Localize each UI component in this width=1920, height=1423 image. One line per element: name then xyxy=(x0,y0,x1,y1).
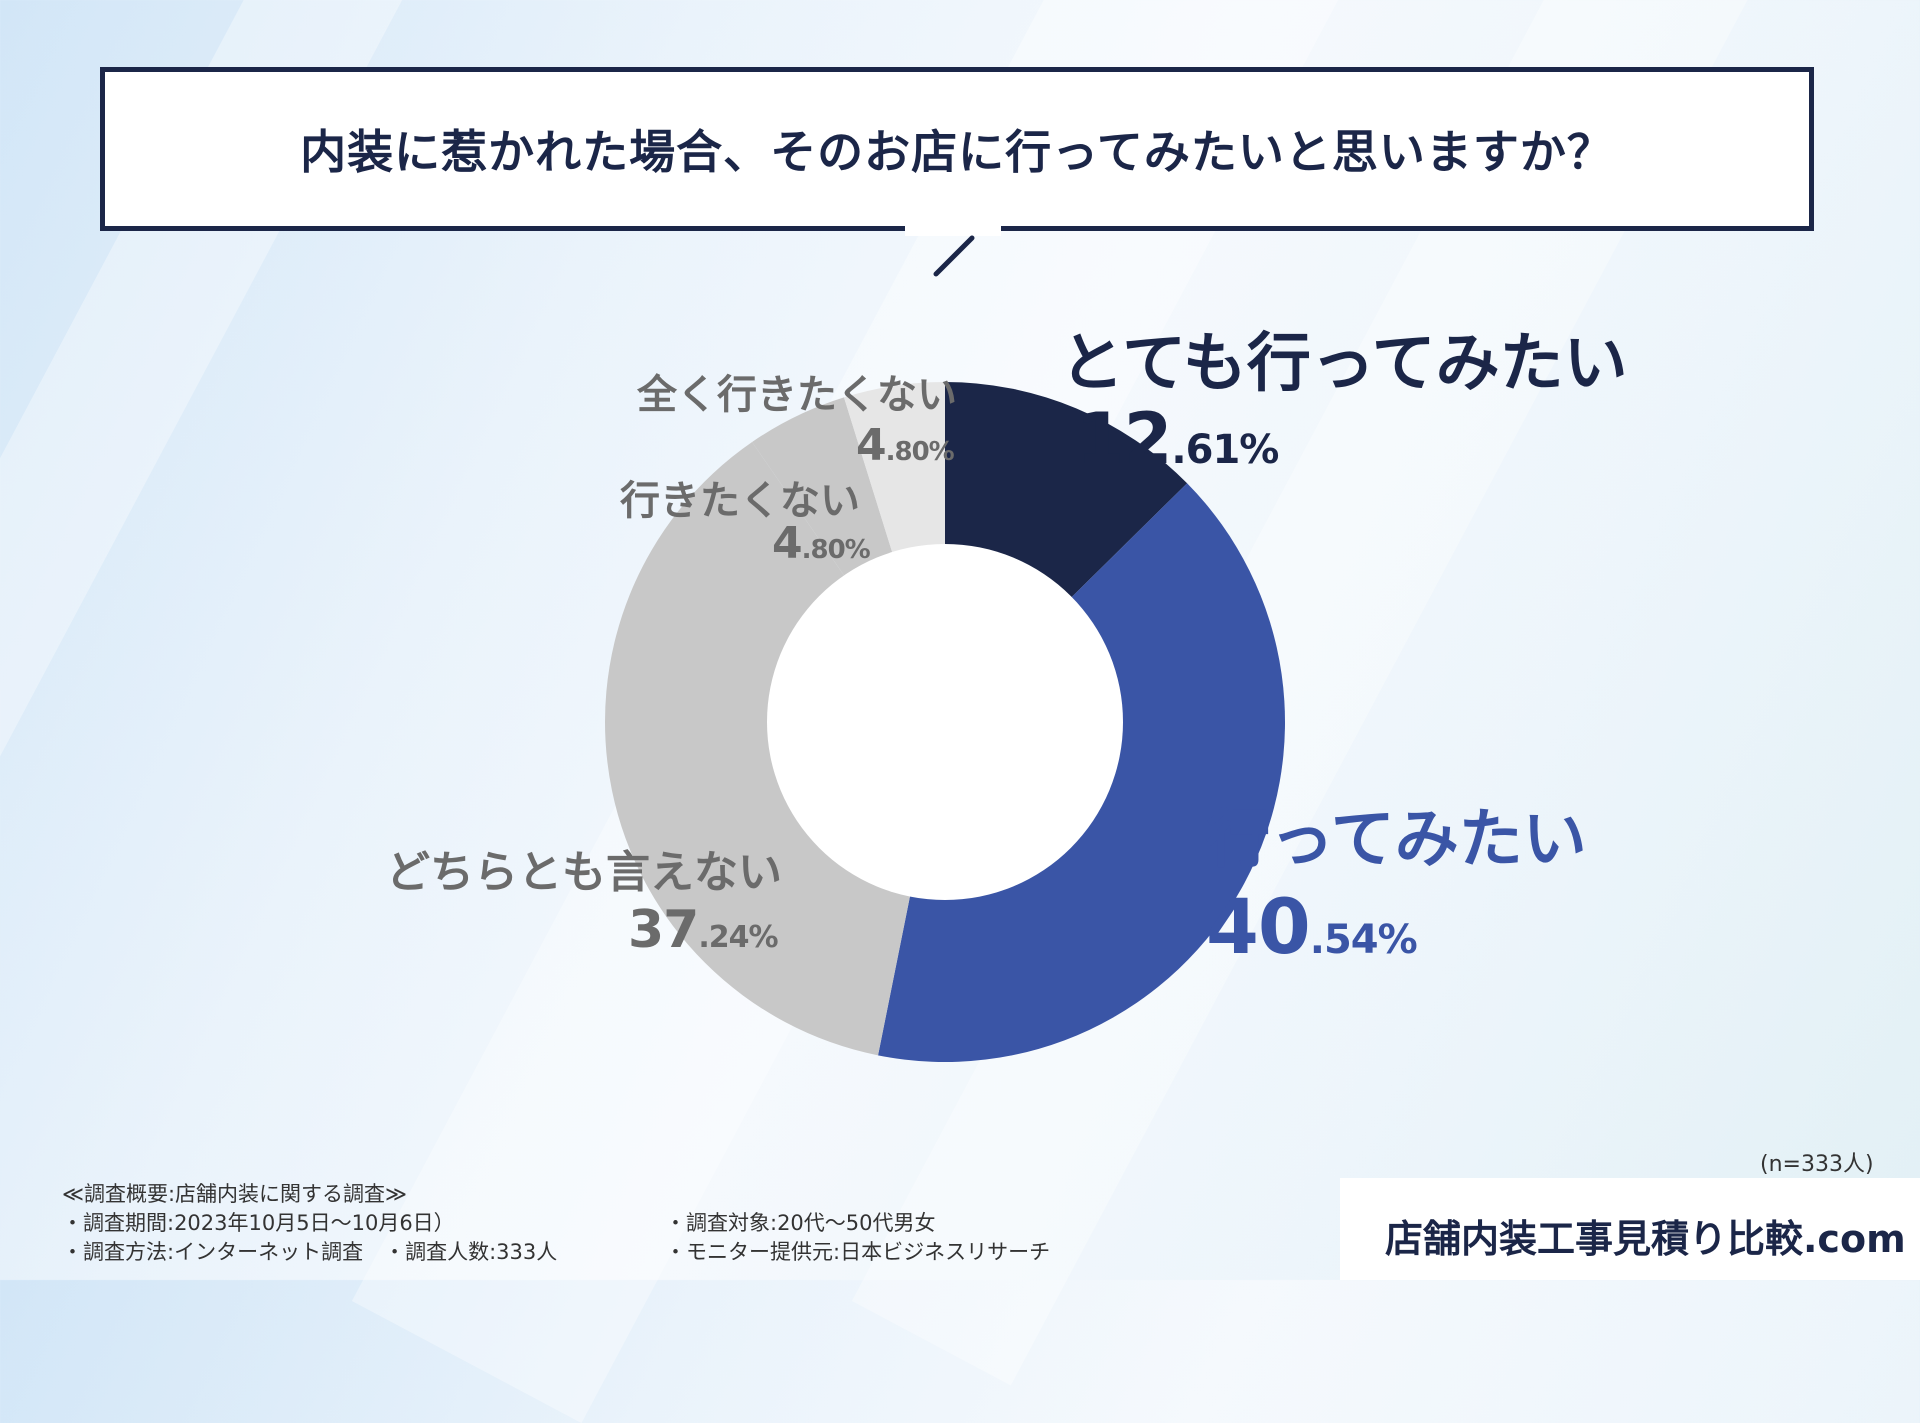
title-box-gap xyxy=(905,226,1001,236)
slice-percent-very-want: 12.61% xyxy=(1076,398,1279,480)
percent-decimal: .80% xyxy=(885,437,955,467)
title-box: 内装に惹かれた場合、そのお店に行ってみたいと思いますか？ xyxy=(100,67,1814,231)
survey-heading: ≪調査概要:店舗内装に関する調査≫ xyxy=(62,1182,408,1206)
survey-method: ・調査方法:インターネット調査 ・調査人数:333人 xyxy=(62,1240,558,1264)
slice-percent-neutral: 37.24% xyxy=(628,900,779,960)
survey-summary-right: ・調査対象:20代〜50代男女 ・モニター提供元:日本ビジネスリサーチ xyxy=(665,1209,1050,1267)
percent-decimal: .80% xyxy=(801,535,871,565)
slice-label-never-want: 全く行きたくない xyxy=(637,362,957,420)
slice-label-want: 行ってみたい xyxy=(1206,788,1587,880)
percent-decimal: .61% xyxy=(1171,427,1279,473)
slice-label-text: 行きたくない xyxy=(620,478,860,524)
survey-target: ・調査対象:20代〜50代男女 xyxy=(665,1211,936,1235)
slice-label-text: どちらとも言えない xyxy=(386,847,782,898)
donut-hole xyxy=(767,544,1123,900)
slice-label-text: 全く行きたくない xyxy=(637,372,957,418)
percent-integer: 4 xyxy=(856,420,887,471)
percent-decimal: .24% xyxy=(698,920,778,955)
sample-size: (n=333人) xyxy=(1760,1152,1874,1177)
slice-label-text: 行ってみたい xyxy=(1206,803,1587,877)
percent-integer: 40 xyxy=(1206,882,1311,971)
slice-percent-never-want: 4.80% xyxy=(856,420,955,471)
slice-percent-not-want: 4.80% xyxy=(772,518,871,569)
percent-decimal: .54% xyxy=(1309,917,1418,963)
survey-summary: ≪調査概要:店舗内装に関する調査≫ ・調査期間:2023年10月5日〜10月6日… xyxy=(62,1180,557,1267)
slice-label-neutral: どちらとも言えない xyxy=(386,836,782,900)
brand-logo-text: 店舗内装工事見積り比較.com xyxy=(1385,1217,1906,1261)
percent-integer: 4 xyxy=(772,518,803,569)
survey-period: ・調査期間:2023年10月5日〜10月6日） xyxy=(62,1211,455,1235)
percent-integer: 12 xyxy=(1076,398,1172,480)
slice-label-very-want: とても行ってみたい xyxy=(1060,312,1628,404)
percent-integer: 37 xyxy=(628,900,699,960)
slice-label-text: とても行ってみたい xyxy=(1060,327,1628,401)
chart-title: 内装に惹かれた場合、そのお店に行ってみたいと思いますか？ xyxy=(300,125,1614,179)
brand-box xyxy=(1340,1178,1920,1280)
slice-label-not-want: 行きたくない xyxy=(620,468,860,526)
survey-provider: ・モニター提供元:日本ビジネスリサーチ xyxy=(665,1240,1051,1264)
speech-tail xyxy=(933,235,975,277)
slice-percent-want: 40.54% xyxy=(1206,882,1418,971)
donut-chart xyxy=(605,382,1285,1062)
